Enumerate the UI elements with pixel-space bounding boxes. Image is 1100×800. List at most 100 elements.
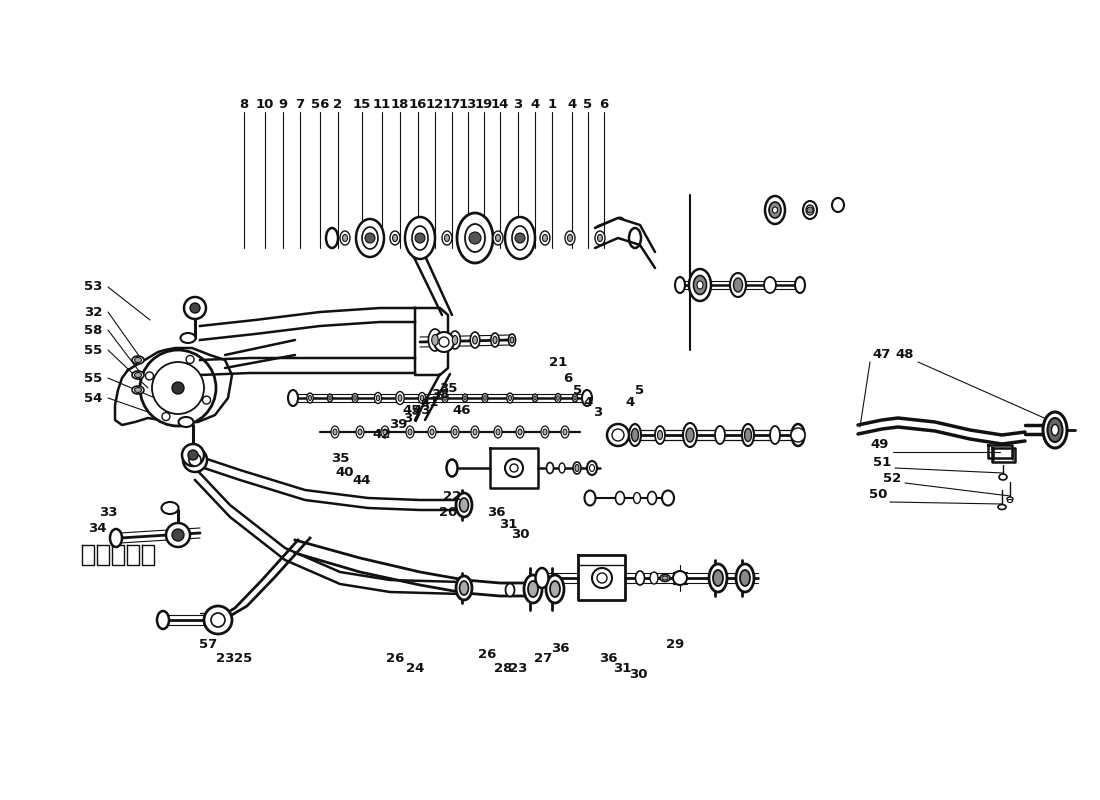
Ellipse shape	[650, 572, 658, 584]
Text: 21: 21	[549, 355, 568, 369]
Ellipse shape	[333, 429, 337, 435]
Polygon shape	[490, 448, 538, 488]
Ellipse shape	[629, 228, 641, 248]
Ellipse shape	[534, 396, 536, 400]
Ellipse shape	[662, 490, 674, 506]
Ellipse shape	[443, 396, 447, 400]
Ellipse shape	[508, 395, 512, 401]
Ellipse shape	[636, 571, 645, 585]
Ellipse shape	[675, 277, 685, 293]
Text: 4: 4	[530, 98, 540, 111]
Text: 56: 56	[311, 98, 329, 111]
Ellipse shape	[654, 426, 666, 444]
Text: 6: 6	[563, 371, 573, 385]
Circle shape	[184, 297, 206, 319]
Text: 23: 23	[509, 662, 527, 674]
Ellipse shape	[484, 396, 486, 400]
Ellipse shape	[582, 390, 592, 406]
Text: 2: 2	[333, 98, 342, 111]
Ellipse shape	[715, 426, 725, 444]
Ellipse shape	[374, 393, 382, 403]
Circle shape	[791, 428, 805, 442]
Ellipse shape	[178, 417, 194, 427]
Text: 19: 19	[475, 98, 493, 111]
Ellipse shape	[559, 463, 565, 473]
Ellipse shape	[506, 583, 515, 597]
Ellipse shape	[730, 273, 746, 297]
Text: 52: 52	[883, 471, 901, 485]
Ellipse shape	[420, 395, 424, 401]
Ellipse shape	[772, 207, 778, 213]
Polygon shape	[82, 545, 94, 565]
Ellipse shape	[508, 334, 516, 346]
Ellipse shape	[532, 394, 538, 402]
Text: 9: 9	[278, 98, 287, 111]
Text: 53: 53	[84, 281, 102, 294]
Ellipse shape	[442, 231, 452, 245]
Ellipse shape	[456, 493, 472, 517]
Ellipse shape	[673, 571, 688, 585]
Ellipse shape	[543, 429, 547, 435]
Text: 1: 1	[548, 98, 557, 111]
Ellipse shape	[328, 394, 332, 402]
Ellipse shape	[470, 332, 480, 348]
Ellipse shape	[575, 465, 579, 471]
Text: 11: 11	[373, 98, 392, 111]
Text: 4: 4	[583, 395, 593, 409]
Ellipse shape	[134, 387, 142, 393]
Text: 39: 39	[388, 418, 407, 431]
Text: 50: 50	[869, 489, 888, 502]
Ellipse shape	[460, 581, 469, 595]
Text: 35: 35	[331, 451, 349, 465]
Ellipse shape	[764, 277, 776, 293]
Ellipse shape	[662, 576, 668, 580]
Text: 13: 13	[459, 98, 477, 111]
Ellipse shape	[697, 281, 703, 289]
Ellipse shape	[450, 331, 461, 349]
Text: 33: 33	[99, 506, 118, 518]
Ellipse shape	[1006, 497, 1013, 501]
Text: 47: 47	[872, 349, 891, 362]
Circle shape	[211, 613, 226, 627]
Ellipse shape	[795, 277, 805, 293]
Ellipse shape	[381, 426, 389, 438]
Ellipse shape	[745, 429, 751, 442]
Ellipse shape	[686, 428, 694, 442]
Text: 3: 3	[514, 98, 522, 111]
Ellipse shape	[806, 205, 814, 215]
Ellipse shape	[393, 234, 397, 242]
Text: 18: 18	[390, 98, 409, 111]
Ellipse shape	[342, 234, 348, 242]
Ellipse shape	[162, 502, 178, 514]
Ellipse shape	[460, 498, 469, 512]
Text: 25: 25	[234, 651, 252, 665]
Ellipse shape	[803, 201, 817, 219]
Polygon shape	[97, 545, 109, 565]
Circle shape	[415, 233, 425, 243]
Ellipse shape	[689, 269, 711, 301]
Ellipse shape	[556, 394, 561, 402]
Polygon shape	[218, 538, 310, 618]
Ellipse shape	[456, 213, 493, 263]
Ellipse shape	[742, 424, 754, 446]
Ellipse shape	[736, 564, 754, 592]
Text: 4: 4	[626, 395, 635, 409]
Ellipse shape	[550, 581, 560, 597]
Ellipse shape	[447, 459, 458, 477]
Ellipse shape	[408, 429, 412, 435]
Ellipse shape	[110, 529, 122, 547]
Ellipse shape	[512, 226, 528, 250]
Ellipse shape	[1043, 412, 1067, 448]
Ellipse shape	[326, 228, 338, 248]
Circle shape	[515, 233, 525, 243]
Ellipse shape	[710, 564, 727, 592]
Text: 58: 58	[84, 323, 102, 337]
Text: 27: 27	[534, 651, 552, 665]
Ellipse shape	[453, 429, 456, 435]
Text: 34: 34	[88, 522, 107, 534]
Circle shape	[434, 332, 454, 352]
Text: 57: 57	[199, 638, 217, 651]
Text: 36: 36	[486, 506, 505, 518]
Ellipse shape	[1052, 425, 1058, 435]
Ellipse shape	[634, 493, 640, 503]
